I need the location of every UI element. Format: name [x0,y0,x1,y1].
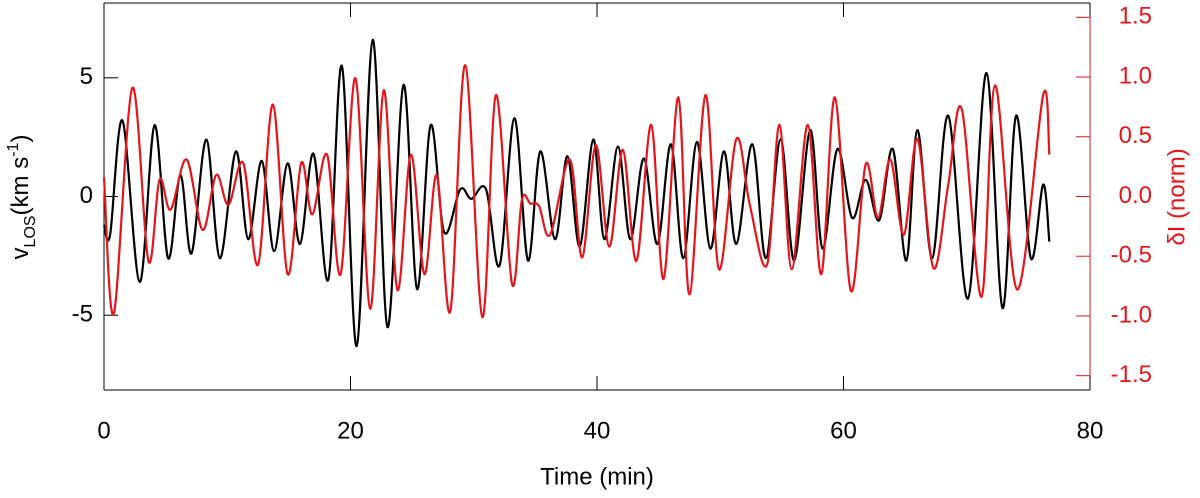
x-tick-label: 20 [337,417,364,444]
x-tick-label: 40 [584,417,611,444]
y-label-sup: -1 [5,142,22,156]
y2-tick-label: 0.0 [1119,182,1152,209]
y2-tick-label: -1.5 [1111,361,1152,388]
x-tick-label: 80 [1077,417,1104,444]
y-tick-label: 0 [80,182,93,209]
y2-tick-label: 1.5 [1119,3,1152,30]
x-tick-label: 0 [97,417,110,444]
y-label-part: ) [7,135,34,143]
y2-axis-label: δI (norm) [1163,148,1190,245]
line-series [102,64,1051,319]
y-tick-label: 5 [80,63,93,90]
x-axis-label: Time (min) [540,463,654,490]
line-series [102,38,1051,348]
y-tick-label: -5 [72,301,93,328]
y-label-part: v [7,247,34,259]
y-axis-label: vLOS(km s-1) [5,135,39,260]
x-tick-label: 60 [830,417,857,444]
y-label-part: (km s [7,157,34,216]
y2-tick-label: 0.5 [1119,122,1152,149]
y2-tick-label: -1.0 [1111,301,1152,328]
y2-tick-label: -0.5 [1111,242,1152,269]
y-label-sub: LOS [22,215,39,247]
y2-tick-label: 1.0 [1119,62,1152,89]
